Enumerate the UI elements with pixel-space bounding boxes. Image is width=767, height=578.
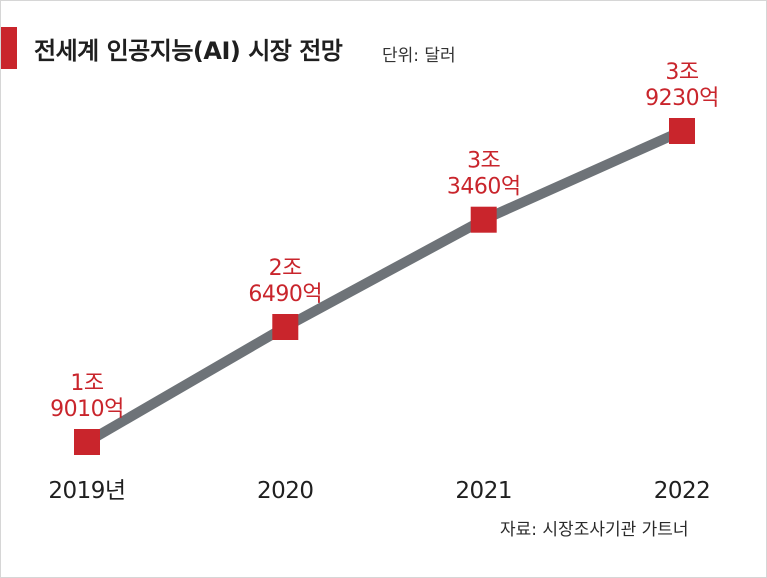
data-point-marker xyxy=(74,429,100,455)
data-label-line1: 1조 xyxy=(70,371,103,396)
data-label-line1: 2조 xyxy=(269,256,302,281)
series-layer xyxy=(82,126,687,447)
unit-label: 단위: 달러 xyxy=(382,46,456,66)
data-label-line2: 9230억 xyxy=(645,86,719,111)
data-label-line1: 3조 xyxy=(665,60,698,85)
source-note: 자료: 시장조사기관 가트너 xyxy=(500,520,689,540)
series-line xyxy=(82,126,687,447)
x-tick-label: 2019년 xyxy=(48,478,125,504)
data-label-line2: 6490억 xyxy=(248,282,322,307)
data-point-marker xyxy=(272,314,299,340)
data-label-line2: 3460억 xyxy=(447,175,521,200)
x-tick-label: 2020 xyxy=(257,478,314,504)
title-accent-bar xyxy=(1,27,17,69)
data-point-marker xyxy=(669,118,695,144)
data-label-line1: 3조 xyxy=(467,149,500,174)
data-label-line2: 9010억 xyxy=(50,397,124,422)
marker-layer xyxy=(74,118,695,455)
chart-title: 전세계 인공지능(AI) 시장 전망 xyxy=(34,37,343,65)
x-tick-layer: 2019년 2020 2021 2022 xyxy=(48,478,710,504)
x-tick-label: 2022 xyxy=(654,478,711,504)
data-point-marker xyxy=(470,206,497,233)
x-tick-label: 2021 xyxy=(455,478,512,504)
